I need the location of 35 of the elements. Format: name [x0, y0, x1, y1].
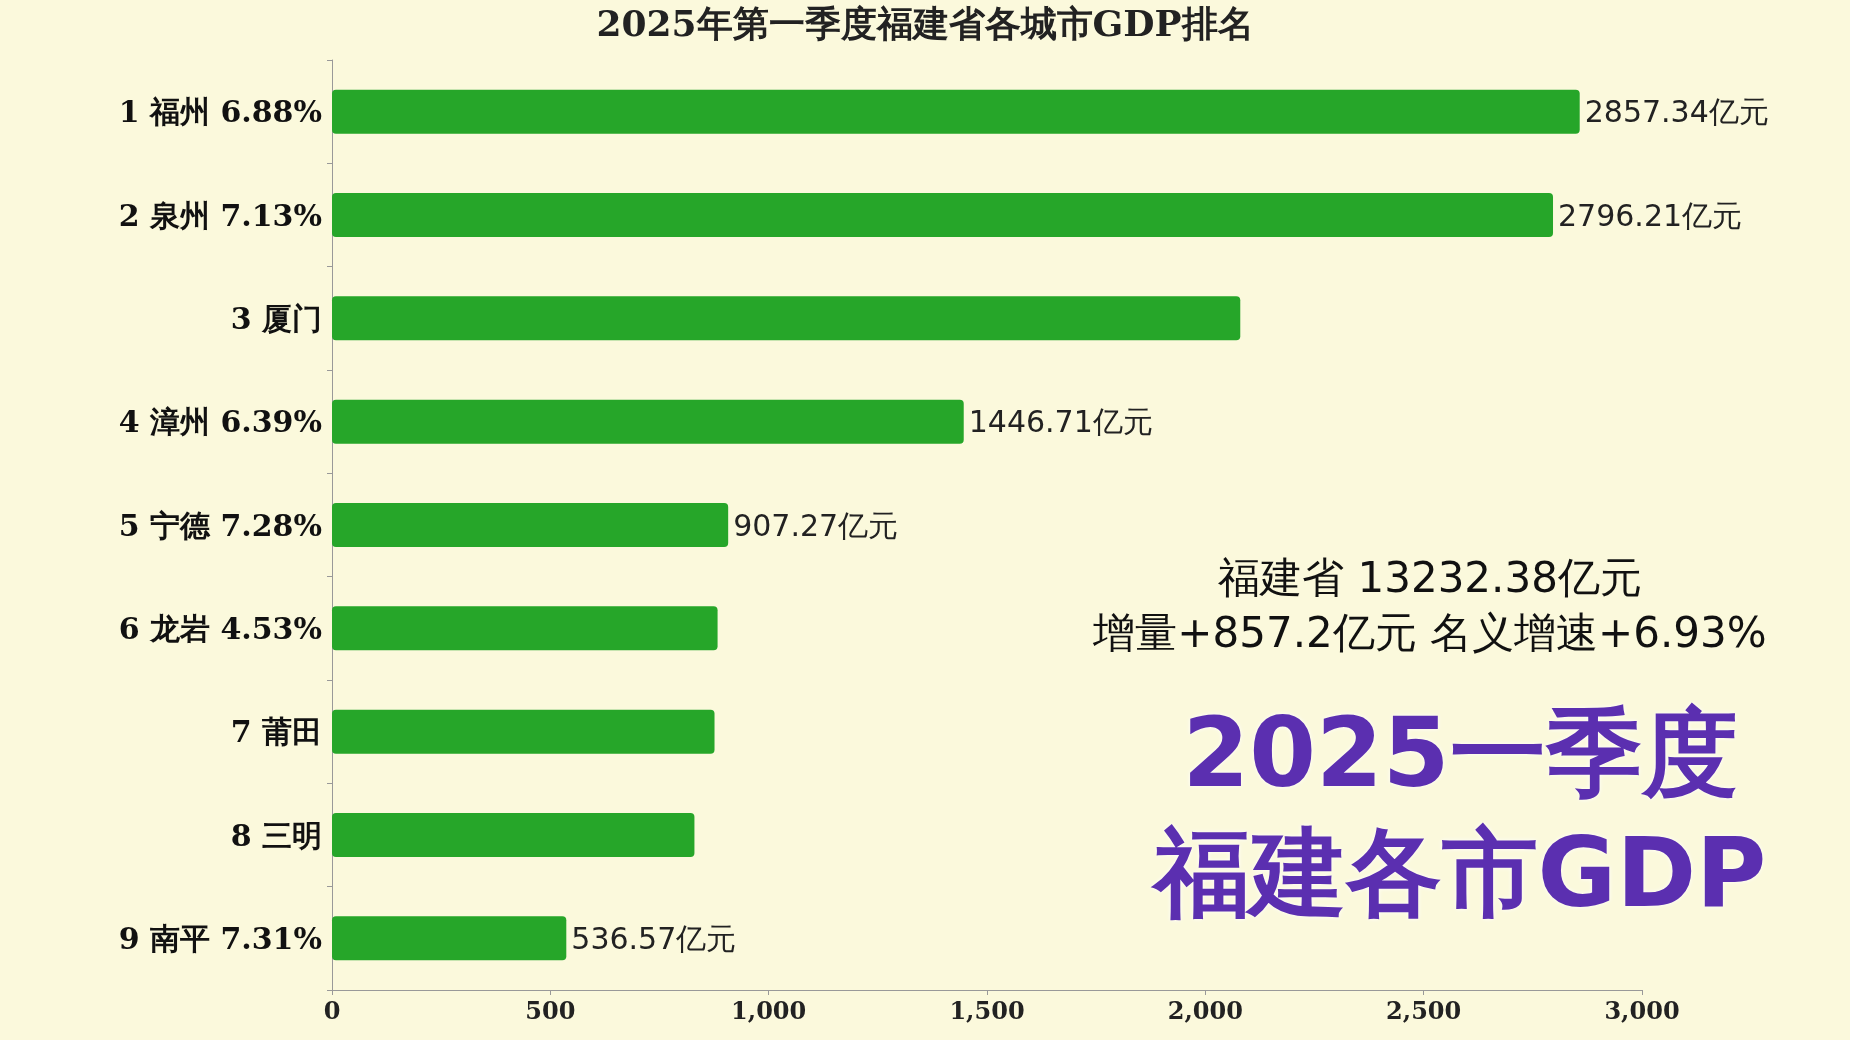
y-tick-label: 5 宁德 7.28%	[118, 507, 322, 543]
y-tick-label: 9 南平 7.31%	[118, 920, 322, 956]
x-tick-label: 2,500	[1386, 995, 1462, 1025]
bar	[332, 296, 1241, 341]
bar	[332, 916, 567, 961]
data-label: 536.57亿元	[571, 920, 737, 956]
bar	[332, 89, 1580, 134]
data-label: 2857.34亿元	[1584, 94, 1769, 130]
bar	[332, 606, 718, 651]
y-tick-label: 2 泉州 7.13%	[118, 197, 322, 233]
bar	[332, 399, 964, 444]
data-label: 1446.71亿元	[968, 404, 1153, 440]
x-tick-label: 2,000	[1167, 995, 1243, 1025]
annotation: 福建省 13232.38亿元	[1217, 552, 1643, 604]
x-tick-label: 1,500	[949, 995, 1025, 1025]
bar	[332, 813, 695, 857]
y-tick-label: 7 莆田	[230, 714, 322, 750]
x-tick-label: 500	[525, 995, 576, 1025]
annotation: 增量+857.2亿元 名义增速+6.93%	[1092, 607, 1768, 659]
annotation: 2025一季度	[1182, 697, 1738, 809]
y-tick-label: 6 龙岩 4.53%	[118, 610, 322, 646]
bar	[332, 503, 729, 547]
data-label: 2796.21亿元	[1558, 197, 1743, 233]
x-tick-label: 1,000	[731, 995, 807, 1025]
x-tick-label: 0	[323, 995, 341, 1025]
y-tick-label: 1 福州 6.88%	[118, 94, 322, 130]
y-tick-label: 8 三明	[230, 817, 322, 853]
data-label: 907.27亿元	[733, 507, 899, 543]
x-tick-label: 3,000	[1604, 995, 1680, 1025]
y-tick-label: 4 漳州 6.39%	[118, 404, 322, 440]
annotation: 福建各市GDP	[1150, 816, 1768, 931]
bar	[332, 193, 1554, 237]
chart-title: 2025年第一季度福建省各城市GDP排名	[596, 2, 1254, 44]
y-tick-label: 3 厦门	[230, 300, 322, 336]
bar	[332, 709, 715, 754]
